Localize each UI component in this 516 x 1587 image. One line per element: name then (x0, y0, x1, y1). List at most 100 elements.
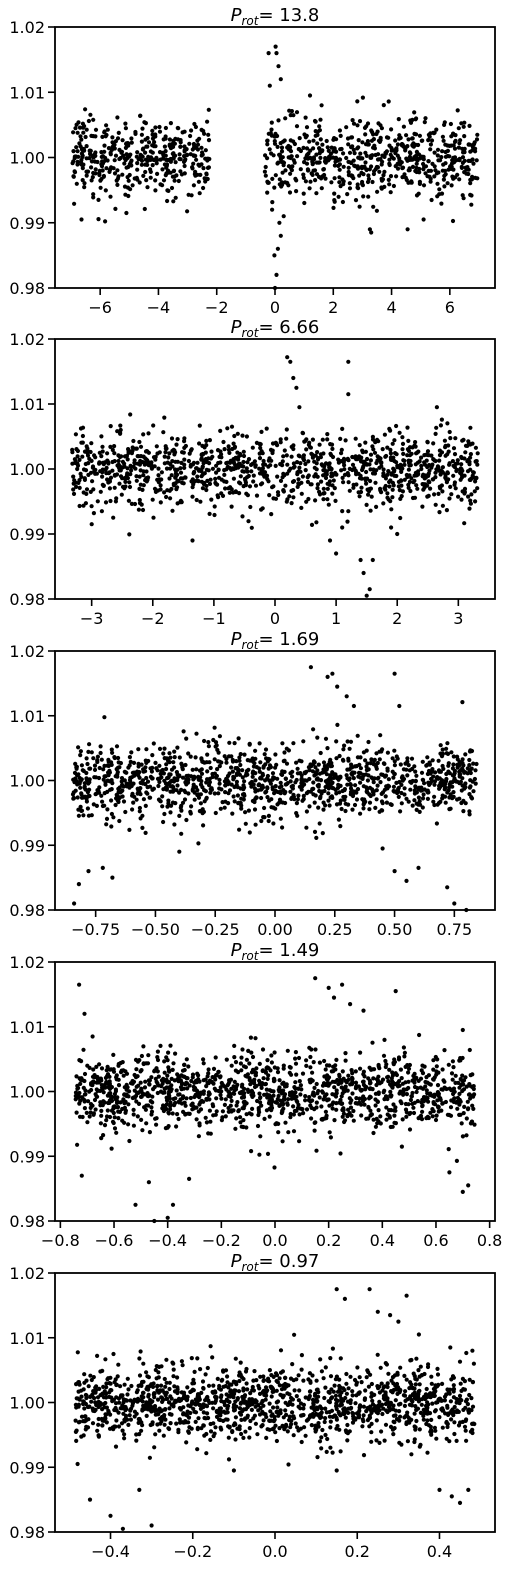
data-point (150, 776, 155, 781)
data-point (165, 776, 170, 781)
data-point (135, 1059, 141, 1064)
data-point (248, 504, 253, 510)
data-point (294, 1072, 299, 1077)
data-point (471, 789, 476, 794)
data-point (265, 156, 270, 161)
data-point (207, 1097, 212, 1102)
data-point (194, 466, 199, 471)
data-point (142, 120, 147, 125)
data-point (183, 762, 188, 768)
data-point (73, 788, 78, 793)
data-point (223, 1097, 228, 1102)
data-point (161, 771, 166, 776)
data-point (84, 156, 89, 161)
data-point (137, 439, 142, 445)
data-point (75, 466, 80, 472)
data-point (355, 123, 360, 128)
data-point (386, 469, 391, 474)
data-point (195, 142, 201, 147)
data-point (347, 181, 352, 186)
data-point (323, 736, 329, 741)
data-point (271, 153, 276, 158)
data-point (278, 437, 283, 442)
data-point (431, 1058, 436, 1063)
data-point (114, 472, 120, 477)
data-point (333, 1067, 338, 1072)
data-point (435, 1083, 441, 1088)
data-point (240, 433, 245, 438)
data-point (320, 437, 325, 442)
data-point (142, 1085, 148, 1090)
data-point (77, 141, 82, 146)
data-point (77, 478, 82, 483)
data-point (166, 1124, 171, 1129)
data-point (230, 446, 235, 452)
data-point (333, 470, 338, 476)
data-point (252, 1084, 258, 1090)
data-point (90, 1103, 95, 1108)
data-point (137, 501, 143, 506)
data-point (165, 1215, 170, 1220)
data-point (281, 214, 286, 219)
data-point (435, 181, 440, 186)
data-point (162, 811, 167, 817)
data-point (346, 173, 351, 178)
data-point (152, 464, 157, 469)
data-point (414, 483, 419, 488)
data-point (310, 1078, 315, 1083)
data-point (132, 1088, 137, 1093)
data-point (317, 124, 322, 129)
data-point (329, 471, 334, 476)
data-point (456, 126, 461, 131)
data-point (133, 131, 138, 136)
x-tick-label: 0.00 (257, 920, 293, 939)
data-point (94, 803, 99, 809)
data-point (233, 1068, 238, 1073)
data-point (309, 1047, 314, 1052)
data-point (181, 729, 186, 734)
data-point (213, 1077, 218, 1082)
data-point (288, 1065, 293, 1070)
data-point (99, 176, 104, 182)
data-point (305, 479, 310, 484)
data-point (353, 436, 358, 441)
data-point (432, 174, 437, 179)
data-point (133, 446, 138, 451)
data-point (112, 755, 117, 761)
data-point (74, 1074, 79, 1079)
data-point (196, 179, 201, 184)
data-point (318, 750, 323, 756)
data-point (452, 452, 458, 457)
data-point (428, 1092, 433, 1097)
data-point (453, 486, 458, 491)
data-point (364, 593, 369, 598)
data-point (116, 462, 121, 467)
data-point (399, 775, 405, 780)
data-point (178, 157, 183, 162)
data-point (134, 1067, 139, 1072)
data-point (473, 499, 478, 504)
data-point (314, 1100, 319, 1105)
data-point (294, 760, 299, 765)
data-point (191, 153, 196, 158)
data-point (329, 794, 334, 799)
data-point (439, 450, 445, 455)
data-point (76, 813, 81, 818)
data-point (257, 1091, 262, 1096)
data-point (79, 146, 84, 151)
data-point (241, 1100, 246, 1105)
data-point (273, 1122, 278, 1127)
data-point (300, 1071, 306, 1076)
data-point (427, 468, 432, 473)
data-point (406, 1085, 411, 1091)
data-point (379, 126, 384, 131)
data-point (332, 176, 337, 181)
data-point (405, 425, 410, 430)
data-point (199, 474, 204, 479)
data-point (113, 206, 118, 211)
data-point (288, 789, 293, 794)
data-point (338, 824, 343, 829)
data-point (437, 468, 442, 473)
data-point (328, 151, 333, 156)
data-point (247, 1061, 252, 1066)
